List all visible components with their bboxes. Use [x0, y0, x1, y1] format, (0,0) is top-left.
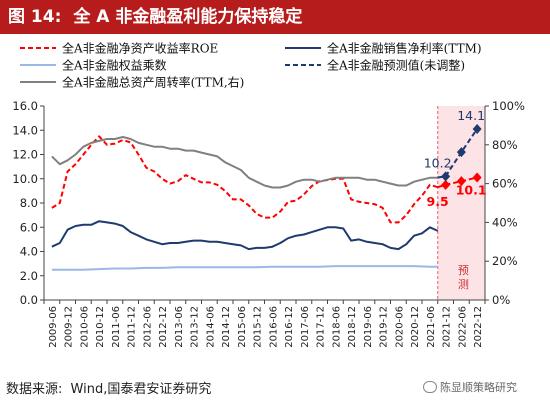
x-tick-label: 2021-12	[442, 306, 453, 348]
y-left-tick-label: 14.0	[12, 123, 38, 137]
forecast-point	[472, 124, 482, 135]
forecast-point	[456, 147, 466, 158]
x-tick-label: 2012-12	[158, 306, 169, 348]
x-tick-label: 2022-12	[473, 306, 484, 348]
x-tick-label: 2018-06	[331, 306, 342, 348]
x-tick-label: 2009-06	[48, 306, 59, 348]
x-tick-label: 2019-06	[363, 306, 374, 348]
forecast-point	[441, 171, 451, 182]
figure-title: 图 14: 全 A 非金融盈利能力保持稳定	[0, 0, 550, 34]
chart: 预测 0.0 2.0 4.0 6.0 8.0 10.0 12.0 14.0 16.0 0% 20% 40…	[12, 41, 525, 348]
y-left-tick-label: 4.0	[20, 245, 38, 259]
x-tick-label: 2014-12	[221, 306, 232, 348]
legend-label: 全A非金融销售净利率(TTM)	[327, 41, 482, 56]
legend-label: 全A非金融净资产收益率ROE	[62, 41, 218, 56]
x-tick-label: 2016-06	[268, 306, 279, 348]
x-tick-label: 2013-12	[190, 306, 201, 348]
data-label: 10.1	[456, 183, 487, 198]
forecast-band	[437, 106, 485, 300]
y-left-tick-label: 8.0	[20, 196, 38, 210]
source-text: Wind,国泰君安证券研究	[70, 382, 212, 397]
x-tick-label: 2010-12	[95, 306, 106, 348]
forecast-point	[472, 172, 482, 183]
legend-label: 全A非金融总资产周转率(TTM,右)	[62, 75, 244, 90]
y-right-tick-label: 0%	[492, 293, 510, 307]
source-label: 数据来源:	[6, 382, 63, 397]
x-tick-label: 2021-06	[426, 306, 437, 348]
x-tick-label: 2010-06	[79, 306, 90, 348]
x-tick-label: 2015-06	[237, 306, 248, 348]
watermark-text: 陈显顺策略研究	[440, 381, 517, 394]
figure-number: 图 14:	[8, 7, 62, 27]
series-roe-line	[51, 135, 439, 224]
data-label: 9.5	[427, 194, 449, 209]
legend-label: 全A非金融预测值(未调整)	[327, 58, 465, 73]
legend-label: 全A非金融权益乘数	[62, 58, 167, 73]
y-right-tick-label: 80%	[492, 138, 518, 152]
y-right-tick-label: 60%	[492, 177, 518, 191]
y-left-tick-label: 12.0	[12, 148, 38, 162]
x-tick-label: 2011-12	[127, 306, 138, 348]
y-right-tick-label: 40%	[492, 215, 518, 229]
y-right-tick-label: 20%	[492, 254, 518, 268]
x-tick-label: 2013-06	[174, 306, 185, 348]
figure-title-text: 全 A 非金融盈利能力保持稳定	[73, 7, 303, 27]
series-npm-line	[51, 220, 439, 251]
y-left-tick-label: 16.0	[12, 99, 38, 113]
series-turnover-line	[51, 136, 438, 189]
y-left-tick-label: 6.0	[20, 220, 38, 234]
forecast-label: 预	[458, 264, 469, 277]
wechat-icon	[423, 381, 437, 393]
y-left-tick-label: 2.0	[20, 269, 38, 283]
forecast-point	[441, 179, 451, 190]
x-tick-label: 2017-06	[300, 306, 311, 348]
x-tick-label: 2016-12	[284, 306, 295, 348]
source-note: 数据来源: Wind,国泰君安证券研究	[6, 378, 211, 397]
watermark: 陈显顺策略研究	[423, 379, 517, 395]
data-label: 14.1	[457, 108, 485, 123]
series-roe-forecast-line	[437, 176, 478, 189]
y-left-tick-label: 10.0	[12, 172, 38, 186]
x-tick-label: 2019-12	[379, 306, 390, 348]
y-right-tick-label: 100%	[492, 99, 525, 113]
x-tick-label: 2012-06	[142, 306, 153, 348]
x-tick-label: 2015-12	[253, 306, 264, 348]
x-tick-label: 2014-06	[205, 306, 216, 348]
x-tick-label: 2009-12	[64, 306, 75, 348]
x-tick-label: 2020-06	[394, 306, 405, 348]
forecast-label: 测	[458, 278, 469, 291]
x-tick-label: 2011-06	[111, 306, 122, 348]
x-tick-label: 2017-12	[316, 306, 327, 348]
series-em-line	[51, 265, 438, 271]
data-label: 10.2	[424, 155, 452, 170]
x-tick-label: 2020-12	[410, 306, 421, 348]
x-tick-label: 2018-12	[347, 306, 358, 348]
forecast-point	[456, 176, 466, 187]
x-tick-label: 2022-06	[457, 306, 468, 348]
y-left-tick-label: 0.0	[20, 293, 38, 307]
